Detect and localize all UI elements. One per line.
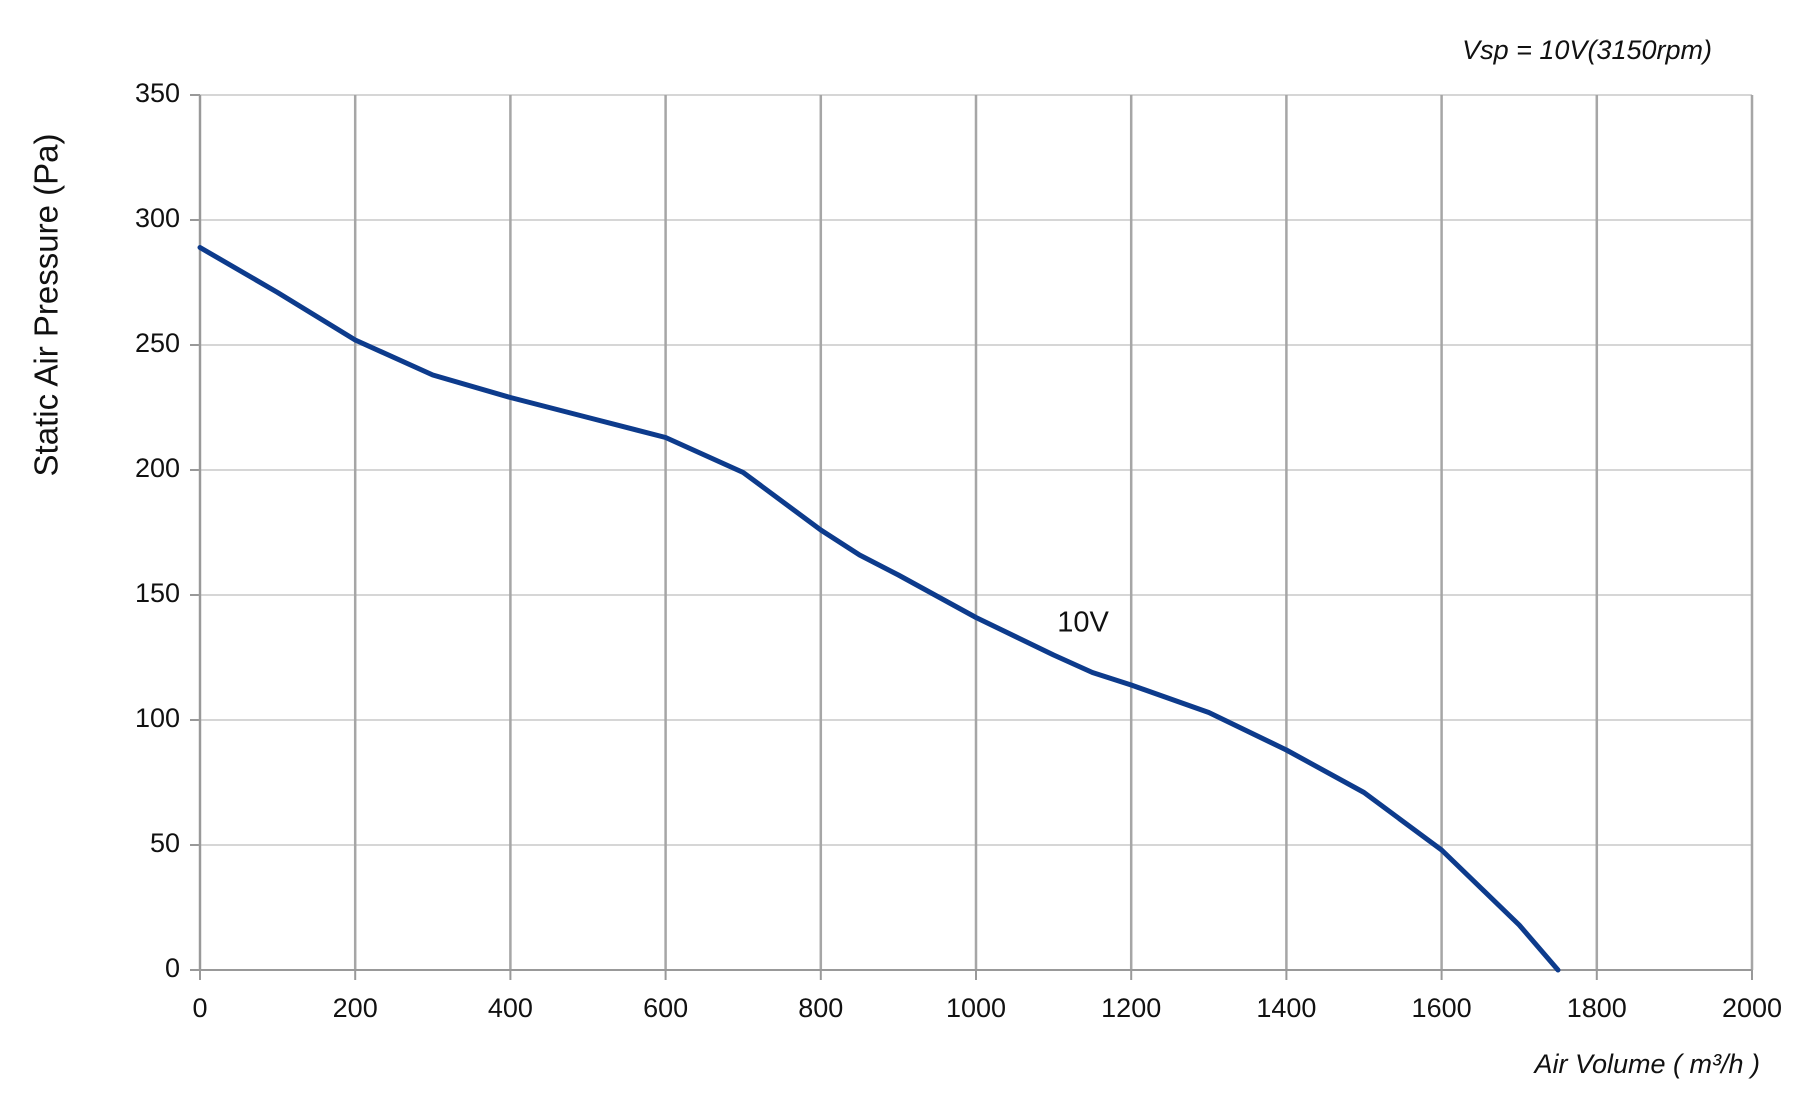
x-tick-label: 0: [192, 993, 207, 1023]
y-tick-label: 50: [150, 828, 180, 858]
y-tick-label: 150: [135, 578, 180, 608]
y-tick-label: 200: [135, 453, 180, 483]
y-tick-label: 350: [135, 78, 180, 108]
x-axis-label: Air Volume ( m³/h ): [1532, 1049, 1760, 1079]
y-tick-label: 0: [165, 953, 180, 983]
x-tick-label: 600: [643, 993, 688, 1023]
x-tick-label: 1000: [946, 993, 1006, 1023]
x-tick-label: 1800: [1567, 993, 1627, 1023]
x-tick-label: 1200: [1101, 993, 1161, 1023]
y-tick-label: 250: [135, 328, 180, 358]
x-tick-label: 400: [488, 993, 533, 1023]
series-label: 10V: [1057, 607, 1109, 639]
x-tick-label: 800: [798, 993, 843, 1023]
x-tick-label: 1400: [1256, 993, 1316, 1023]
y-axis-label: Static Air Pressure (Pa): [28, 134, 65, 477]
y-tick-label: 300: [135, 203, 180, 233]
chart-title: Vsp = 10V(3150rpm): [1462, 35, 1712, 65]
x-tick-label: 200: [333, 993, 378, 1023]
y-tick-label: 100: [135, 703, 180, 733]
series-line: [197, 245, 1561, 973]
x-tick-label: 2000: [1722, 993, 1782, 1023]
x-tick-label: 1600: [1412, 993, 1472, 1023]
